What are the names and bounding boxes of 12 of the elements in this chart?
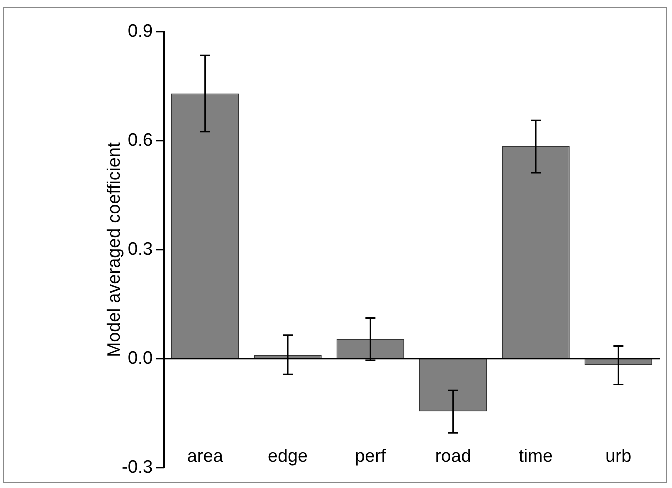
x-tick-label: urb: [606, 446, 632, 466]
y-axis-title: Model averaged coefficient: [104, 142, 124, 358]
y-tick-label: 0.6: [128, 130, 153, 150]
x-tick-label: time: [518, 446, 554, 466]
y-tick-label: 0.9: [128, 20, 153, 41]
y-tick-label: 0.3: [128, 238, 153, 259]
y-tick-label: -0.3: [122, 456, 153, 477]
x-tick-label: area: [187, 446, 224, 466]
x-tick-label: road: [435, 446, 472, 466]
x-tick-label: perf: [355, 446, 388, 466]
y-tick-label: 0.0: [128, 348, 153, 368]
x-tick-label: edge: [268, 446, 308, 466]
